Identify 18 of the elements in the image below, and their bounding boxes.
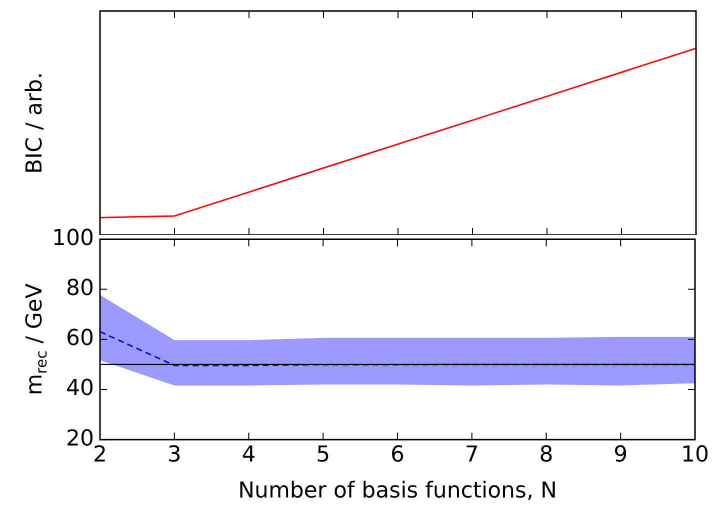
y-tick-label: 100	[52, 226, 94, 251]
x-tick-label: 6	[390, 442, 404, 468]
y-tick-label: 80	[66, 276, 94, 302]
line-series	[100, 330, 696, 366]
y-tick-label: 40	[66, 376, 94, 402]
x-axis-title: Number of basis functions, N	[238, 478, 557, 504]
x-tick-label: 10	[681, 442, 710, 468]
x-tick-label: 3	[167, 442, 182, 468]
y-tick-label: 60	[66, 326, 94, 352]
x-tick-label: 7	[464, 442, 479, 468]
x-tick-label: 8	[539, 442, 554, 468]
x-tick-label: 2	[93, 442, 107, 468]
x-tick-label: 5	[316, 442, 330, 468]
y-axis-title: BIC / arb.	[22, 72, 48, 174]
x-tick-label: 9	[614, 442, 628, 468]
y-axis-title: mrec / GeV	[22, 284, 50, 396]
x-tick-label: 4	[242, 442, 256, 468]
y-tick-label: 20	[66, 426, 94, 452]
